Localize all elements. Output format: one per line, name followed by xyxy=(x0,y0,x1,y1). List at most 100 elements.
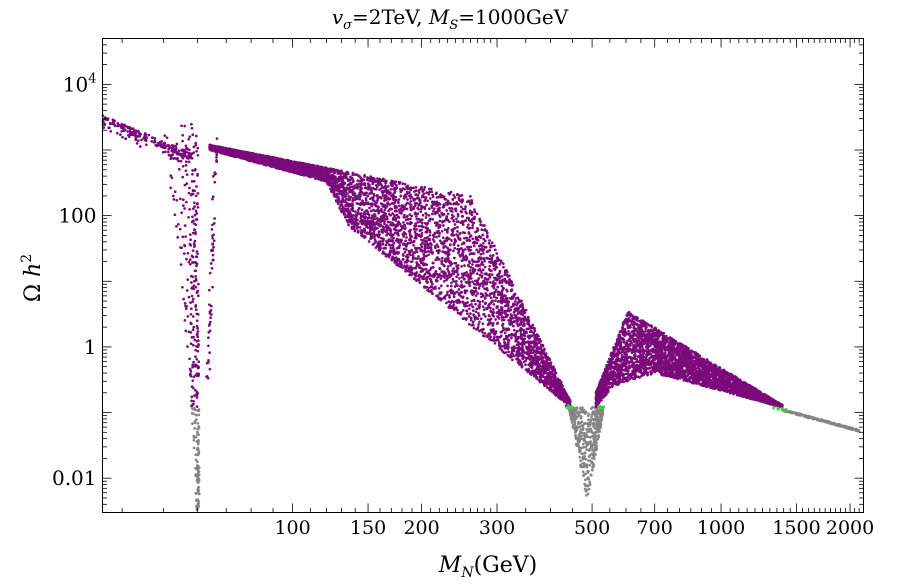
scatter-point xyxy=(523,311,527,315)
scatter-point xyxy=(356,186,360,190)
scatter-point xyxy=(421,268,425,271)
scatter-point xyxy=(138,135,141,138)
scatter-point xyxy=(195,405,199,408)
scatter-point xyxy=(344,195,348,198)
scatter-point xyxy=(453,223,457,226)
scatter-point xyxy=(374,223,377,226)
scatter-point xyxy=(192,228,196,231)
scatter-point xyxy=(470,199,474,203)
scatter-point xyxy=(452,267,455,270)
scatter-point xyxy=(411,256,415,259)
scatter-point xyxy=(503,347,507,350)
scatter-point xyxy=(176,151,180,155)
scatter-point xyxy=(521,303,524,307)
scatter-point xyxy=(386,201,390,204)
scatter-point xyxy=(194,274,197,278)
scatter-point xyxy=(489,302,492,305)
scatter-point xyxy=(481,233,485,237)
scatter-point xyxy=(464,205,467,208)
scatter-point xyxy=(363,210,366,214)
scatter-point xyxy=(376,197,380,200)
scatter-point xyxy=(467,249,471,253)
scatter-point xyxy=(448,192,452,196)
scatter-point xyxy=(464,219,468,222)
scatter-point xyxy=(485,235,489,239)
scatter-point xyxy=(524,356,528,360)
scatter-point xyxy=(171,150,174,153)
scatter-point xyxy=(188,208,191,211)
scatter-point xyxy=(377,182,381,185)
scatter-point xyxy=(368,206,371,210)
scatter-point xyxy=(388,244,392,247)
scatter-point xyxy=(324,179,327,183)
scatter-point xyxy=(393,231,397,235)
scatter-point xyxy=(196,172,199,176)
scatter-point xyxy=(469,273,473,276)
scatter-point xyxy=(181,164,185,168)
scatter-point xyxy=(211,248,214,252)
scatter-point xyxy=(485,272,488,275)
scatter-point xyxy=(145,143,148,147)
scatter-point xyxy=(196,294,200,298)
scatter-point xyxy=(194,458,198,462)
scatter-point xyxy=(468,261,472,265)
scatter-point xyxy=(455,217,458,221)
scatter-point xyxy=(450,281,453,285)
scatter-point xyxy=(490,244,494,248)
scatter-point xyxy=(432,235,436,239)
scatter-point xyxy=(170,143,174,147)
scatter-point xyxy=(196,448,200,452)
scatter-point xyxy=(364,186,368,190)
scatter-point xyxy=(381,194,385,197)
scatter-point xyxy=(354,210,357,214)
scatter-point xyxy=(490,292,494,295)
scatter-point xyxy=(192,399,195,403)
scatter-point xyxy=(191,172,194,176)
scatter-point xyxy=(394,239,398,243)
scatter-point xyxy=(425,223,429,226)
scatter-point xyxy=(369,224,372,228)
scatter-point xyxy=(187,160,191,164)
scatter-point xyxy=(245,158,249,162)
scatter-point xyxy=(442,279,446,283)
scatter-point xyxy=(192,446,196,450)
scatter-point xyxy=(499,259,503,263)
scatter-point xyxy=(468,252,472,256)
scatter-point xyxy=(456,230,459,233)
scatter-point xyxy=(196,465,200,469)
scatter-point xyxy=(194,285,198,289)
scatter-point xyxy=(538,375,542,379)
scatter-point xyxy=(183,153,186,157)
scatter-point xyxy=(368,176,372,180)
scatter-point xyxy=(196,252,199,256)
scatter-point xyxy=(375,244,379,248)
scatter-point xyxy=(197,433,200,436)
scatter-point xyxy=(484,246,488,249)
scatter-point xyxy=(481,300,485,303)
scatter-point xyxy=(196,374,199,378)
scatter-point xyxy=(208,310,212,314)
scatter-point xyxy=(210,266,214,270)
scatter-point xyxy=(420,195,424,199)
scatter-point xyxy=(197,360,201,364)
scatter-point xyxy=(363,183,367,187)
scatter-point xyxy=(181,198,185,202)
scatter-point xyxy=(397,204,401,208)
scatter-point xyxy=(405,236,408,239)
scatter-point xyxy=(171,153,174,157)
scatter-point xyxy=(521,306,525,309)
scatter-point xyxy=(490,330,494,334)
scatter-point xyxy=(499,306,503,309)
scatter-point xyxy=(363,202,367,206)
scatter-point xyxy=(368,179,371,183)
scatter-point xyxy=(518,363,521,366)
scatter-point xyxy=(152,140,156,144)
scatter-point xyxy=(440,256,444,260)
scatter-point xyxy=(336,199,340,203)
scatter-point xyxy=(170,176,174,180)
scatter-point xyxy=(179,263,183,266)
scatter-point xyxy=(389,246,393,250)
scatter-point xyxy=(191,365,194,369)
scatter-point xyxy=(434,285,437,289)
scatter-point xyxy=(184,147,188,150)
